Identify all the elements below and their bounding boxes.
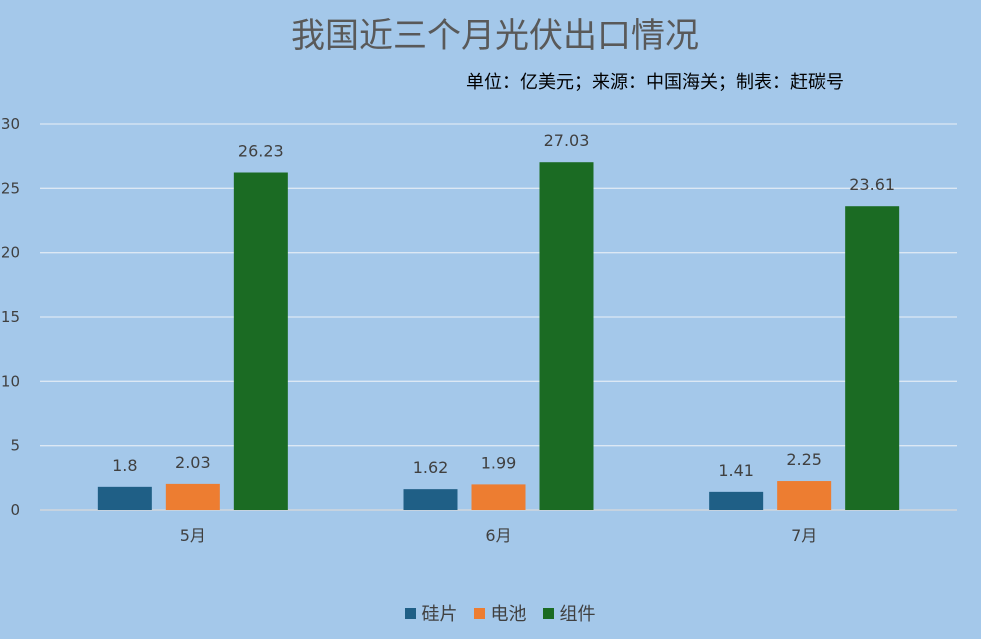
bar-硅片-7月 (709, 491, 764, 510)
y-tick-label: 20 (1, 244, 20, 262)
y-tick-label: 30 (1, 115, 20, 133)
x-axis: 5月 6月 7月 (180, 526, 818, 545)
y-axis: 0 5 10 15 20 25 30 (1, 115, 20, 519)
chart-title: 我国近三个月光伏出口情况 (291, 16, 699, 56)
bar-电池-7月 (777, 481, 832, 510)
data-label: 1.8 (112, 456, 137, 475)
legend-item: 组件 (542, 600, 596, 626)
bar-电池-6月 (471, 484, 526, 510)
data-label: 1.41 (718, 461, 754, 480)
legend-swatch (404, 607, 416, 619)
x-category-label: 6月 (485, 526, 511, 545)
legend-item: 电池 (473, 600, 527, 626)
legend-item: 硅片 (404, 600, 458, 626)
data-label: 2.03 (175, 453, 211, 472)
legend-label: 组件 (559, 604, 596, 625)
data-label: 26.23 (238, 142, 284, 161)
chart-subtitle: 单位：亿美元；来源：中国海关；制表：赶碳号 (466, 72, 844, 93)
x-category-label: 5月 (180, 526, 206, 545)
data-label: 2.25 (786, 450, 822, 469)
y-tick-label: 25 (1, 179, 20, 197)
data-label: 1.99 (481, 453, 517, 472)
bar-电池-5月 (165, 483, 220, 510)
x-category-label: 7月 (791, 526, 817, 545)
bar-硅片-6月 (403, 489, 458, 510)
y-tick-label: 5 (10, 437, 20, 455)
bars (97, 162, 900, 511)
bar-组件-5月 (233, 172, 288, 511)
legend-label: 电池 (490, 604, 527, 625)
y-tick-label: 0 (10, 501, 20, 519)
legend-swatch (473, 607, 485, 619)
legend-label: 硅片 (421, 604, 458, 625)
bar-组件-7月 (845, 206, 900, 510)
chart-legend: 硅片 电池 组件 (0, 600, 981, 626)
data-labels: 1.8 2.03 26.23 1.62 1.99 27.03 1.41 2.25 23.61 (112, 131, 895, 480)
y-tick-label: 10 (1, 372, 20, 390)
data-label: 1.62 (413, 458, 449, 477)
data-label: 27.03 (544, 131, 590, 150)
y-tick-label: 15 (1, 308, 20, 326)
data-label: 23.61 (849, 175, 895, 194)
bar-硅片-5月 (97, 486, 152, 510)
bar-组件-6月 (539, 162, 594, 511)
legend-swatch (542, 607, 554, 619)
